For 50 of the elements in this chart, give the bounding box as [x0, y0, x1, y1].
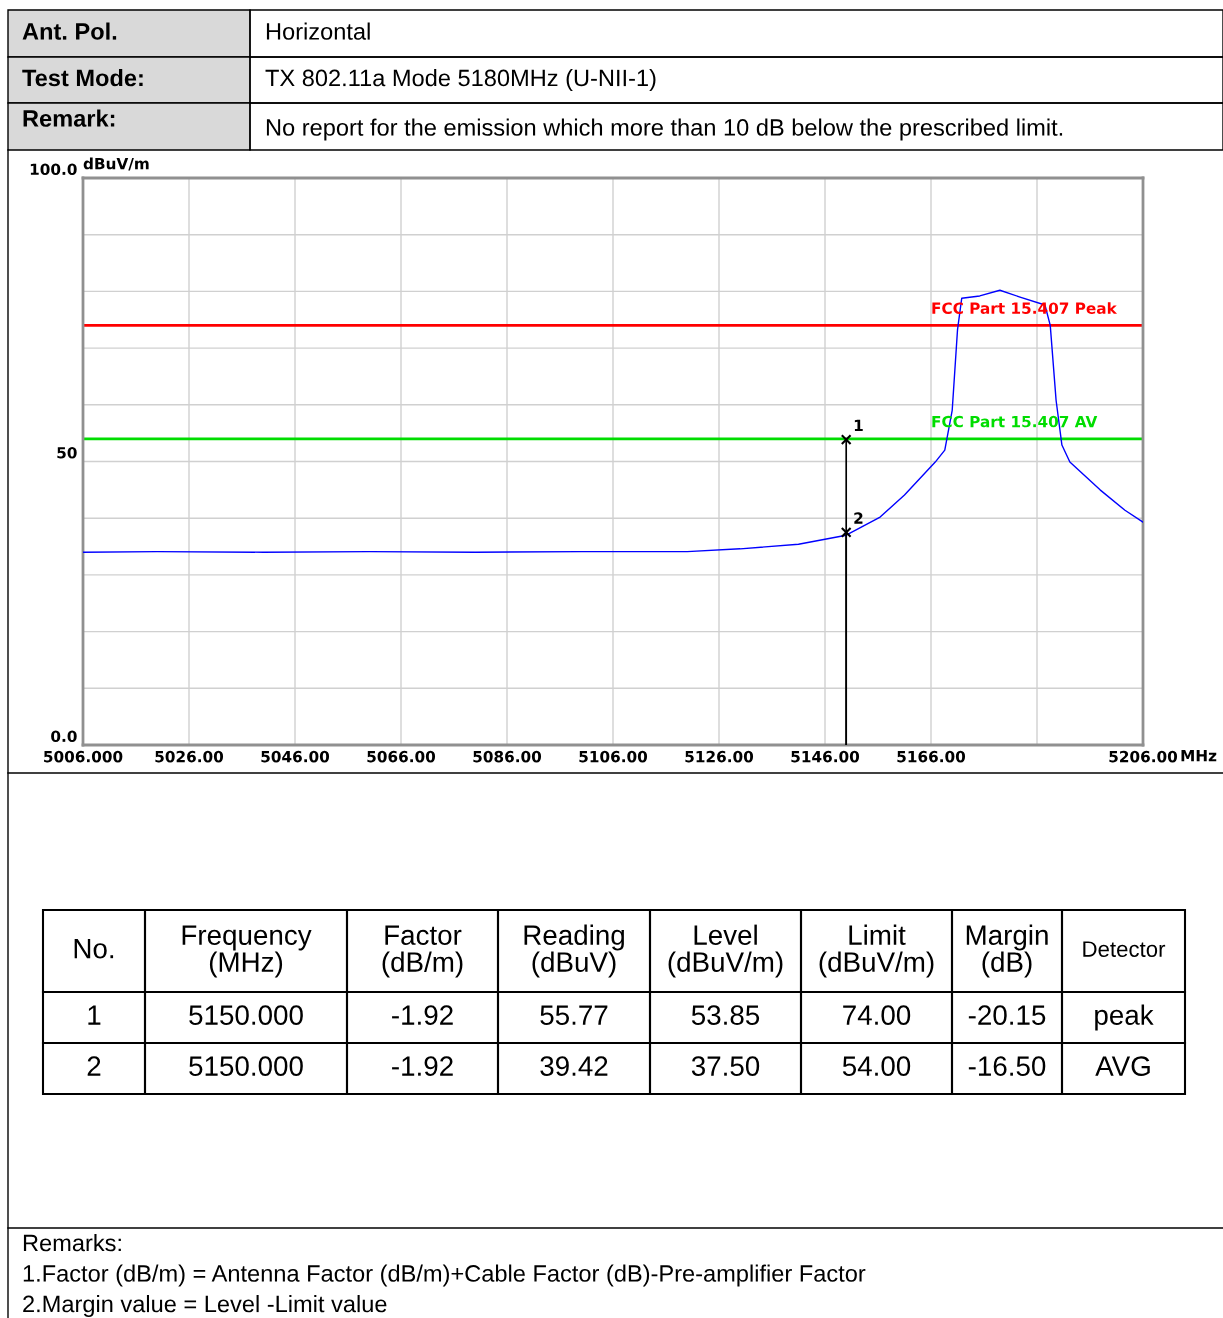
text: 2.Margin value = Level -Limit value [23, 1294, 387, 1318]
y-tick-label: 0.0 [51, 730, 77, 743]
text: 54.00 [842, 1056, 911, 1076]
x-tick-label: 5206.00 [1109, 750, 1178, 763]
text: Level (dBuV/m) [668, 924, 783, 978]
x-tick-label: 5006.000 [44, 750, 123, 763]
x-tick-label: 5066.00 [367, 750, 436, 763]
y-tick-label: 100.0 [30, 163, 77, 176]
x-tick-label: 5166.00 [897, 750, 966, 763]
x-tick-label: 5106.00 [579, 750, 648, 763]
text: 39.42 [540, 1056, 608, 1076]
text: 74.00 [843, 1005, 911, 1025]
text: -20.15 [968, 1005, 1046, 1025]
text: 5150.000 [189, 1005, 303, 1025]
text: Remark: [23, 109, 115, 127]
text: peak [1095, 1004, 1154, 1031]
y-axis-title: dBuV/m [83, 157, 149, 171]
text: 53.85 [691, 1005, 760, 1025]
x-tick-label: 5046.00 [261, 750, 330, 763]
text: 55.77 [540, 1005, 608, 1025]
text: 1.Factor (dB/m) = Antenna Factor (dB/m)+Cable Factor (dB)-Pre-amplifier Factor [23, 1264, 866, 1287]
text: Limit (dBuV/m) [819, 924, 934, 978]
text: No report for the emission which more than 10 dB below the prescribed limit. [266, 118, 1063, 141]
text: AVG [1095, 1056, 1150, 1076]
text: Factor (dB/m) [382, 925, 463, 978]
y-tick-label: 50 [57, 446, 77, 459]
text: -1.92 [392, 1056, 453, 1076]
x-tick-label: 5146.00 [791, 750, 860, 763]
text: TX 802.11a Mode 5180MHz (U-NII-1) [265, 69, 656, 91]
text: -1.92 [392, 1005, 453, 1025]
annotation: 1 [854, 419, 863, 431]
text: Remarks: [23, 1233, 121, 1252]
text: Test Mode: [22, 69, 143, 87]
text: Ant. Pol. [22, 22, 117, 40]
x-axis-title: MHz [1181, 750, 1217, 762]
x-tick-label: 5086.00 [473, 750, 542, 763]
text: 37.50 [691, 1056, 760, 1076]
text: No. [74, 939, 114, 959]
text: Margin (dB) [966, 924, 1048, 978]
text: Frequency (MHz) [182, 925, 312, 978]
text: 1 [88, 1005, 101, 1025]
text: Detector [1083, 941, 1166, 957]
x-tick-label: 5026.00 [155, 750, 224, 763]
text: 2 [87, 1056, 101, 1076]
annotation: 2 [854, 512, 863, 524]
text: -16.50 [968, 1056, 1046, 1076]
x-tick-label: 5126.00 [685, 750, 754, 763]
text: Horizontal [266, 22, 370, 40]
text: Reading (dBuV) [524, 924, 624, 978]
text: 5150.000 [189, 1056, 303, 1076]
